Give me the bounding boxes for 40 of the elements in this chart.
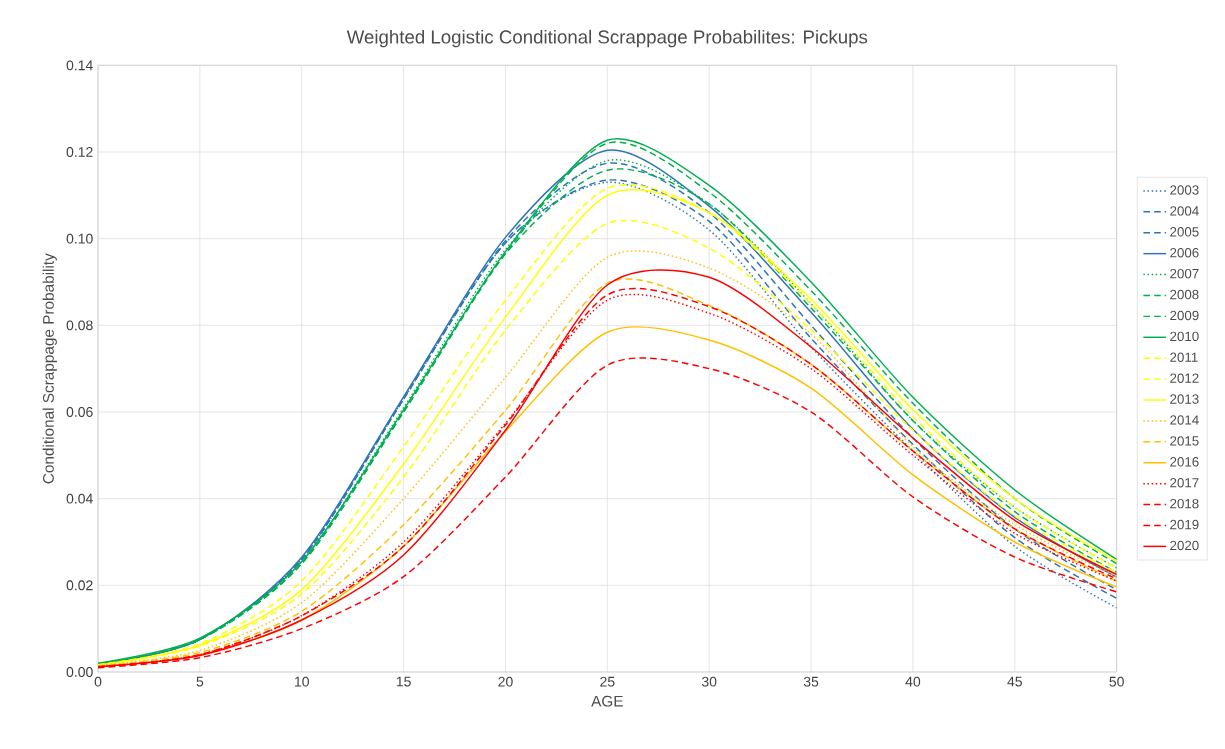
x-tick-label: 50 [1109, 676, 1124, 687]
y-tick-label: 0.04 [66, 493, 93, 504]
legend-label: 2008 [1170, 289, 1199, 300]
legend-label: 2003 [1170, 185, 1199, 195]
x-tick-label: 5 [196, 676, 204, 687]
legend-label: 2010 [1170, 331, 1199, 342]
y-tick-label: 0.10 [66, 233, 93, 244]
x-tick-label: 15 [396, 676, 411, 687]
legend-label: 2013 [1170, 394, 1199, 404]
legend-label: 2019 [1170, 519, 1199, 530]
x-tick-label: 35 [803, 676, 819, 687]
x-tick-label: 10 [295, 676, 309, 687]
legend-label: 2006 [1170, 248, 1199, 258]
legend-label: 2005 [1170, 227, 1199, 237]
legend-label: 2020 [1170, 540, 1199, 551]
y-tick-label: 0.02 [66, 580, 93, 591]
legend-label: 2014 [1170, 415, 1199, 425]
x-tick-label: 0 [94, 676, 102, 687]
y-axis-title: Conditional Scrappage Probability [42, 253, 57, 484]
y-tick-label: 0.08 [66, 320, 93, 331]
legend-label: 2007 [1170, 268, 1199, 279]
y-tick-label: 0.14 [66, 60, 93, 71]
legend-label: 2009 [1170, 310, 1199, 321]
legend-label: 2004 [1170, 206, 1199, 216]
y-tick-label: 0.00 [66, 667, 93, 677]
legend-label: 2016 [1170, 457, 1199, 467]
legend-label: 2011 [1170, 352, 1198, 362]
legend-label: 2018 [1170, 498, 1199, 509]
x-tick-label: 25 [600, 676, 615, 687]
x-tick-label: 40 [905, 676, 921, 687]
x-tick-label: 20 [498, 676, 513, 687]
chart-title: Weighted Logistic Conditional Scrappage Probabilites: Pickups [346, 29, 868, 48]
x-tick-label: 30 [701, 676, 717, 687]
legend-label: 2017 [1170, 478, 1199, 488]
legend-label: 2015 [1170, 436, 1199, 446]
x-tick-label: 45 [1007, 676, 1022, 687]
x-axis-title: AGE [591, 695, 623, 707]
y-tick-label: 0.06 [66, 407, 93, 417]
legend-label: 2012 [1170, 373, 1199, 383]
y-tick-label: 0.12 [66, 147, 93, 157]
